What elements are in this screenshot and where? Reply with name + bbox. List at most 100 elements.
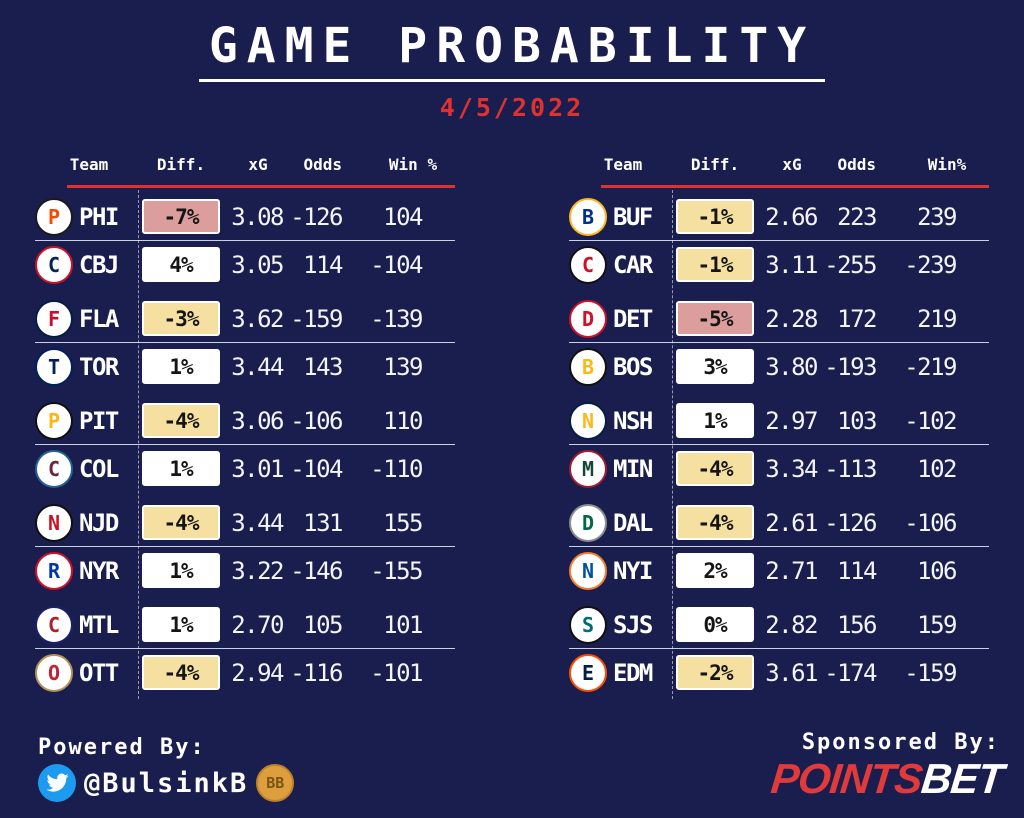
team-row: S SJS 0% 2.82 156 159 [569,601,989,648]
car-team-logo-icon: C [569,245,607,284]
odds-value: -255 [824,250,877,279]
diff-cell: -5% [665,301,765,336]
win-value: -101 [370,658,423,687]
game-divider [569,444,989,445]
team-abbr: CBJ [79,250,119,279]
phi-team-logo-icon: P [35,197,73,236]
team-row: C CAR -1% 3.11 -255 -239 [569,241,989,288]
team-row: O OTT -4% 2.94 -116 -101 [35,649,455,696]
sponsored-by-block: Sponsored By: POINTSBET [768,730,1004,802]
team-abbr: NYR [79,556,119,585]
game-divider [35,444,455,445]
team-abbr: FLA [79,304,119,333]
xg-value: 3.01 [231,454,284,483]
win-value: -102 [904,406,957,435]
xg-value: 3.08 [231,202,284,231]
game-block: P PHI -7% 3.08 -126 104 C CBJ 4% 3.05 11… [35,193,455,288]
xg-value: 3.06 [231,406,284,435]
header-diff: Diff. [690,154,740,174]
header-team: Team [69,154,109,174]
xg-value: 2.82 [765,610,818,639]
diff-cell: 3% [665,349,765,384]
bb-coin-icon: BB [256,764,295,802]
header-diff: Diff. [156,154,206,174]
diff-badge: -4% [676,451,754,486]
diff-badge: -4% [142,655,220,690]
table-header: Team Diff. xG Odds Win% [569,150,989,178]
mtl-team-logo-icon: C [35,605,73,644]
team-abbr: MTL [79,610,119,639]
diff-cell: 1% [131,553,231,588]
diff-cell: -1% [665,247,765,282]
diff-badge: 3% [676,349,754,384]
diff-column-divider [138,190,139,699]
diff-cell: -3% [131,301,231,336]
diff-cell: 4% [131,247,231,282]
header-underline [601,185,989,188]
diff-badge: -4% [142,403,220,438]
table-header: Team Diff. xG Odds Win % [35,150,455,178]
win-value: -106 [904,508,957,537]
win-value: 159 [917,610,957,639]
xg-value: 3.80 [765,352,818,381]
team-row: B BOS 3% 3.80 -193 -219 [569,343,989,390]
win-value: -104 [370,250,423,279]
win-value: 106 [917,556,957,585]
game-divider [569,648,989,649]
header-xg: xG [782,154,802,174]
buf-team-logo-icon: B [569,197,607,236]
win-value: -239 [904,250,957,279]
team-abbr: NSH [613,406,653,435]
diff-cell: -4% [665,451,765,486]
team-row: N NJD -4% 3.44 131 155 [35,499,455,546]
probability-tables: Team Diff. xG Odds Win % P PHI -7% 3.08 … [35,150,989,703]
diff-badge: 1% [142,553,220,588]
header-odds: Odds [303,154,342,174]
diff-badge: -3% [142,301,220,336]
odds-value: 172 [837,304,877,333]
xg-value: 3.22 [231,556,284,585]
ott-team-logo-icon: O [35,653,73,692]
odds-value: 223 [837,202,877,231]
team-row: R NYR 1% 3.22 -146 -155 [35,547,455,594]
team-logo-letter: R [47,558,61,583]
game-divider [35,546,455,547]
game-block: P PIT -4% 3.06 -106 110 C COL 1% 3.01 -1… [35,397,455,492]
team-logo-letter: C [47,456,61,481]
odds-value: -126 [290,202,343,231]
team-logo-letter: C [47,252,61,277]
win-value: 101 [383,610,423,639]
pointsbet-bet-text: BET [918,755,1005,802]
team-abbr: COL [79,454,119,483]
odds-value: -193 [824,352,877,381]
diff-cell: -4% [665,505,765,540]
twitter-icon [38,764,76,802]
xg-value: 3.61 [765,658,818,687]
win-value: -139 [370,304,423,333]
odds-value: -106 [290,406,343,435]
diff-badge: 0% [676,607,754,642]
team-row: F FLA -3% 3.62 -159 -139 [35,295,455,342]
odds-value: 105 [303,610,343,639]
xg-value: 3.34 [765,454,818,483]
diff-badge: -4% [676,505,754,540]
diff-badge: -2% [676,655,754,690]
diff-cell: -7% [131,199,231,234]
xg-value: 2.66 [765,202,818,231]
odds-value: -174 [824,658,877,687]
pit-team-logo-icon: P [35,401,73,440]
diff-column-divider [672,190,673,699]
game-block: S SJS 0% 2.82 156 159 E EDM -2% 3.61 -17… [569,601,989,696]
team-row: C COL 1% 3.01 -104 -110 [35,445,455,492]
games-list: B BUF -1% 2.66 223 239 C CAR -1% 3.11 -2… [569,193,989,696]
team-row: N NYI 2% 2.71 114 106 [569,547,989,594]
win-value: -159 [904,658,957,687]
odds-value: -104 [290,454,343,483]
njd-team-logo-icon: N [35,503,73,542]
game-block: D DET -5% 2.28 172 219 B BOS 3% 3.80 -19… [569,295,989,390]
team-row: P PIT -4% 3.06 -106 110 [35,397,455,444]
edm-team-logo-icon: E [569,653,607,692]
xg-value: 3.62 [231,304,284,333]
team-abbr: NJD [79,508,119,537]
game-block: D DAL -4% 2.61 -126 -106 N NYI 2% 2.71 1… [569,499,989,594]
